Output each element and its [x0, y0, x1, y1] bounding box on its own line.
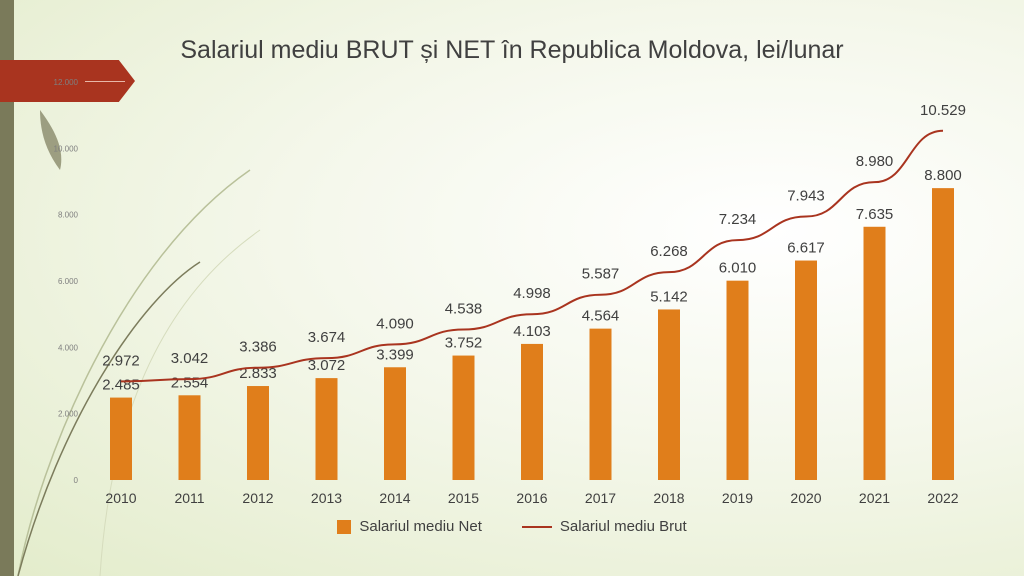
y-tick-label: 10.000: [54, 144, 79, 153]
x-tick-label: 2010: [105, 490, 136, 506]
net-bar-label: 2.833: [239, 365, 277, 382]
net-bar-label: 6.010: [719, 260, 757, 277]
y-tick-label: 12.000: [54, 78, 79, 87]
legend-swatch-brut: [521, 525, 552, 528]
net-bar-label: 5.142: [650, 288, 688, 305]
x-tick-label: 2012: [242, 490, 273, 506]
net-bar: [521, 343, 543, 480]
net-bar-label: 4.103: [513, 323, 551, 340]
x-tick-label: 2021: [859, 490, 890, 506]
net-bar: [795, 260, 817, 480]
net-bar: [863, 226, 886, 480]
net-bar-label: 3.399: [376, 346, 414, 363]
brut-line-label: 3.674: [308, 329, 346, 346]
brut-line-label: 6.268: [650, 243, 688, 260]
x-tick-label: 2013: [311, 490, 342, 506]
brut-line-labels: 2.972 3.042 3.386 3.674 4.090 4.538 4.998 5.587…: [102, 102, 966, 370]
brut-line-label: 4.090: [376, 315, 414, 332]
brut-line-label: 3.042: [171, 350, 209, 367]
chart-title: Salariul mediu BRUT și NET în Republica …: [180, 36, 844, 64]
net-bar: [247, 386, 269, 480]
net-bar-label: 3.072: [308, 357, 346, 374]
x-axis-labels: 2010 2011 2012 2013 2014 2015 2016 2017 2018 2019…: [105, 490, 958, 506]
brut-line-label: 7.234: [719, 211, 757, 228]
legend-item-brut: Salariul mediu Brut: [521, 518, 687, 535]
legend-swatch-net: [337, 519, 352, 534]
net-bar: [178, 395, 201, 480]
net-bar: [589, 328, 612, 480]
x-tick-label: 2019: [722, 490, 753, 506]
net-bar-label: 8.800: [924, 167, 962, 184]
x-tick-label: 2014: [379, 490, 410, 506]
net-bar-label: 7.635: [856, 206, 894, 223]
net-bar: [932, 188, 954, 480]
net-bar-label: 3.752: [445, 335, 483, 352]
brut-line-label: 7.943: [787, 188, 825, 205]
net-bars: [110, 188, 954, 480]
brut-line-label: 4.538: [445, 300, 483, 317]
x-tick-label: 2015: [448, 490, 479, 506]
y-axis-ticks: 0 2.000 4.000 6.000 8.000 10.000 12.000: [54, 78, 79, 485]
y-tick-label: 4.000: [58, 343, 79, 352]
brut-line-label: 3.386: [239, 339, 277, 356]
brut-line-label: 4.998: [513, 285, 551, 302]
red-tab-line-decor: [85, 81, 125, 82]
brut-line-label: 5.587: [582, 266, 620, 283]
brut-line-label: 10.529: [920, 102, 966, 119]
x-tick-label: 2022: [927, 490, 958, 506]
y-tick-label: 2.000: [58, 410, 79, 419]
brut-line: [120, 129, 944, 383]
net-bar-label: 4.564: [582, 308, 620, 325]
net-bar: [110, 397, 132, 480]
brut-line-label: 2.972: [102, 352, 140, 369]
net-bar: [726, 280, 749, 480]
legend-label-brut: Salariul mediu Brut: [559, 518, 687, 535]
net-bar: [384, 367, 406, 480]
legend: Salariul mediu Net Salariul mediu Brut: [0, 518, 1024, 535]
net-bar: [452, 355, 475, 480]
legend-item-net: Salariul mediu Net: [337, 518, 482, 535]
net-bar-label: 6.617: [787, 240, 825, 257]
net-bar-labels: 2.485 2.554 2.833 3.072 3.399 3.752 4.103 4.564…: [102, 167, 962, 393]
brut-line-label: 8.980: [856, 153, 894, 170]
x-tick-label: 2020: [790, 490, 821, 506]
net-bar-label: 2.554: [171, 374, 209, 391]
x-tick-label: 2018: [653, 490, 684, 506]
y-tick-label: 0: [74, 476, 79, 485]
legend-label-net: Salariul mediu Net: [359, 518, 482, 535]
x-tick-label: 2011: [174, 490, 204, 506]
x-tick-label: 2017: [585, 490, 616, 506]
x-tick-label: 2016: [516, 490, 547, 506]
y-tick-label: 6.000: [58, 277, 79, 286]
net-bar-label: 2.485: [102, 377, 140, 394]
net-bar: [658, 309, 680, 480]
net-bar: [315, 378, 338, 480]
y-tick-label: 8.000: [58, 211, 79, 220]
left-decor-bar: [0, 0, 14, 576]
